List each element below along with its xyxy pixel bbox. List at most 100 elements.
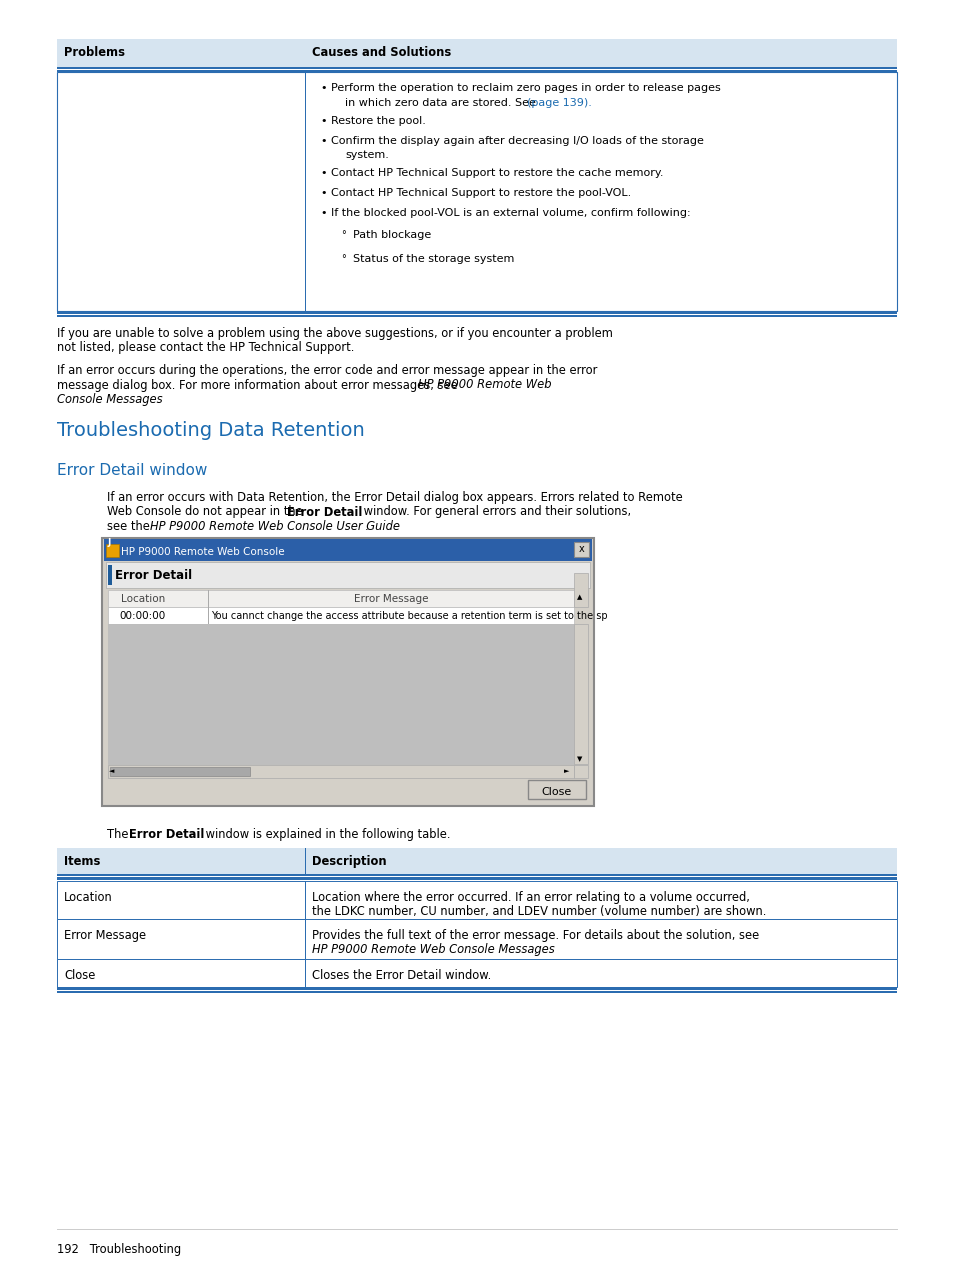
Bar — [104, 539, 592, 561]
Bar — [57, 42, 896, 44]
Text: Status of the storage system: Status of the storage system — [353, 254, 514, 264]
Text: Error Detail: Error Detail — [115, 569, 192, 582]
Text: Causes and Solutions: Causes and Solutions — [312, 46, 451, 58]
Bar — [57, 848, 896, 850]
Text: window. For general errors and their solutions,: window. For general errors and their sol… — [359, 506, 631, 519]
Bar — [574, 541, 588, 557]
Text: ▲: ▲ — [577, 594, 581, 600]
Text: °: ° — [340, 230, 345, 240]
Text: •: • — [319, 83, 326, 93]
Bar — [108, 624, 574, 764]
Bar — [57, 70, 896, 72]
Text: J: J — [107, 538, 111, 547]
Text: The: The — [107, 827, 132, 841]
Bar — [305, 960, 306, 988]
Text: Close: Close — [541, 787, 572, 797]
Bar — [57, 314, 896, 316]
Text: HP P9000 Remote Web Console Messages: HP P9000 Remote Web Console Messages — [312, 943, 554, 957]
Bar — [57, 877, 896, 880]
Text: Confirm the display again after decreasing I/O loads of the storage: Confirm the display again after decreasi… — [331, 136, 703, 145]
Text: •: • — [319, 207, 326, 217]
Text: If the blocked pool-VOL is an external volume, confirm following:: If the blocked pool-VOL is an external v… — [331, 207, 690, 217]
Text: ►: ► — [563, 768, 569, 774]
Text: Troubleshooting Data Retention: Troubleshooting Data Retention — [57, 421, 364, 440]
Text: Restore the pool.: Restore the pool. — [331, 116, 425, 126]
Text: not listed, please contact the HP Technical Support.: not listed, please contact the HP Techni… — [57, 342, 354, 355]
Bar — [305, 919, 306, 960]
Text: Provides the full text of the error message. For details about the solution, see: Provides the full text of the error mess… — [312, 929, 759, 942]
Text: 00:00:00: 00:00:00 — [120, 611, 166, 622]
Bar — [57, 850, 896, 853]
Text: Error Message: Error Message — [64, 929, 146, 942]
Text: Closes the Error Detail window.: Closes the Error Detail window. — [312, 969, 491, 982]
Text: Location: Location — [64, 891, 112, 904]
Bar — [108, 590, 574, 608]
Bar — [574, 624, 587, 764]
Text: Contact HP Technical Support to restore the cache memory.: Contact HP Technical Support to restore … — [331, 169, 662, 178]
Text: window is explained in the following table.: window is explained in the following tab… — [202, 827, 450, 841]
Bar — [108, 566, 112, 585]
Bar — [57, 38, 896, 41]
Text: Error Detail window: Error Detail window — [57, 463, 207, 478]
Text: Error Message: Error Message — [354, 594, 428, 604]
Bar — [305, 848, 306, 874]
Text: ▼: ▼ — [577, 756, 581, 763]
Text: If an error occurs during the operations, the error code and error message appea: If an error occurs during the operations… — [57, 364, 597, 377]
Text: Location: Location — [121, 594, 165, 604]
Bar — [106, 544, 119, 557]
Bar — [57, 72, 896, 311]
Text: Location where the error occurred. If an error relating to a volume occurred,: Location where the error occurred. If an… — [312, 891, 749, 904]
Bar — [57, 66, 896, 69]
Bar — [208, 608, 209, 624]
Text: x: x — [578, 544, 584, 554]
Bar — [305, 72, 306, 311]
Text: Items: Items — [64, 855, 100, 868]
Bar — [57, 39, 896, 67]
Bar — [57, 873, 896, 876]
Text: If you are unable to solve a problem using the above suggestions, or if you enco: If you are unable to solve a problem usi… — [57, 327, 612, 341]
Text: message dialog box. For more information about error messages, see: message dialog box. For more information… — [57, 379, 461, 391]
Bar — [102, 538, 594, 806]
Bar — [108, 765, 574, 778]
Text: •: • — [319, 116, 326, 126]
Bar — [57, 311, 896, 314]
Text: You cannct change the access attribute because a retention term is set to the sp: You cannct change the access attribute b… — [211, 611, 607, 622]
Text: •: • — [319, 188, 326, 198]
Text: see the: see the — [107, 520, 153, 533]
Bar — [57, 881, 896, 919]
Text: .: . — [365, 520, 368, 533]
Text: HP P9000 Remote Web Console: HP P9000 Remote Web Console — [121, 547, 284, 557]
Text: Contact HP Technical Support to restore the pool-VOL.: Contact HP Technical Support to restore … — [331, 188, 631, 198]
Bar — [527, 780, 585, 799]
Text: Description: Description — [312, 855, 386, 868]
Bar — [57, 919, 896, 960]
Text: Close: Close — [64, 969, 95, 982]
Bar — [574, 765, 587, 778]
Bar — [57, 960, 896, 988]
Bar — [57, 988, 896, 990]
Text: °: ° — [340, 254, 345, 264]
Text: the LDKC number, CU number, and LDEV number (volume number) are shown.: the LDKC number, CU number, and LDEV num… — [312, 905, 765, 919]
Text: Problems: Problems — [64, 46, 125, 58]
Bar — [208, 590, 209, 608]
Bar — [57, 848, 896, 874]
Text: 192   Troubleshooting: 192 Troubleshooting — [57, 1243, 181, 1256]
Bar — [305, 881, 306, 919]
Text: in which zero data are stored. See: in which zero data are stored. See — [345, 98, 538, 108]
Text: •: • — [319, 136, 326, 145]
Text: •: • — [319, 169, 326, 178]
Text: .: . — [157, 393, 160, 405]
Text: Console Messages: Console Messages — [57, 393, 162, 405]
Text: If an error occurs with Data Retention, the Error Detail dialog box appears. Err: If an error occurs with Data Retention, … — [107, 491, 682, 505]
Text: .: . — [534, 943, 537, 957]
Text: (page 139).: (page 139). — [526, 98, 591, 108]
Text: Path blockage: Path blockage — [353, 230, 431, 240]
Bar — [57, 990, 896, 993]
Text: system.: system. — [345, 150, 389, 160]
Text: Perform the operation to reclaim zero pages in order to release pages: Perform the operation to reclaim zero pa… — [331, 83, 720, 93]
Bar — [108, 608, 574, 624]
Text: ◄: ◄ — [109, 768, 114, 774]
Text: HP P9000 Remote Web: HP P9000 Remote Web — [417, 379, 551, 391]
Bar — [110, 766, 250, 777]
Text: Error Detail: Error Detail — [129, 827, 204, 841]
